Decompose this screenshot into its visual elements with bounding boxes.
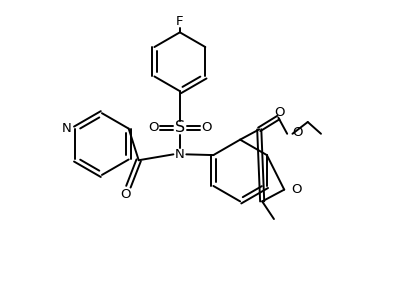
Text: O: O xyxy=(292,126,303,139)
Text: N: N xyxy=(62,122,71,135)
Text: O: O xyxy=(120,188,131,201)
Text: O: O xyxy=(148,121,159,134)
Text: O: O xyxy=(292,183,302,196)
Text: N: N xyxy=(175,148,185,161)
Text: F: F xyxy=(176,15,184,28)
Text: O: O xyxy=(201,121,212,134)
Text: S: S xyxy=(175,120,185,136)
Text: O: O xyxy=(275,106,285,119)
